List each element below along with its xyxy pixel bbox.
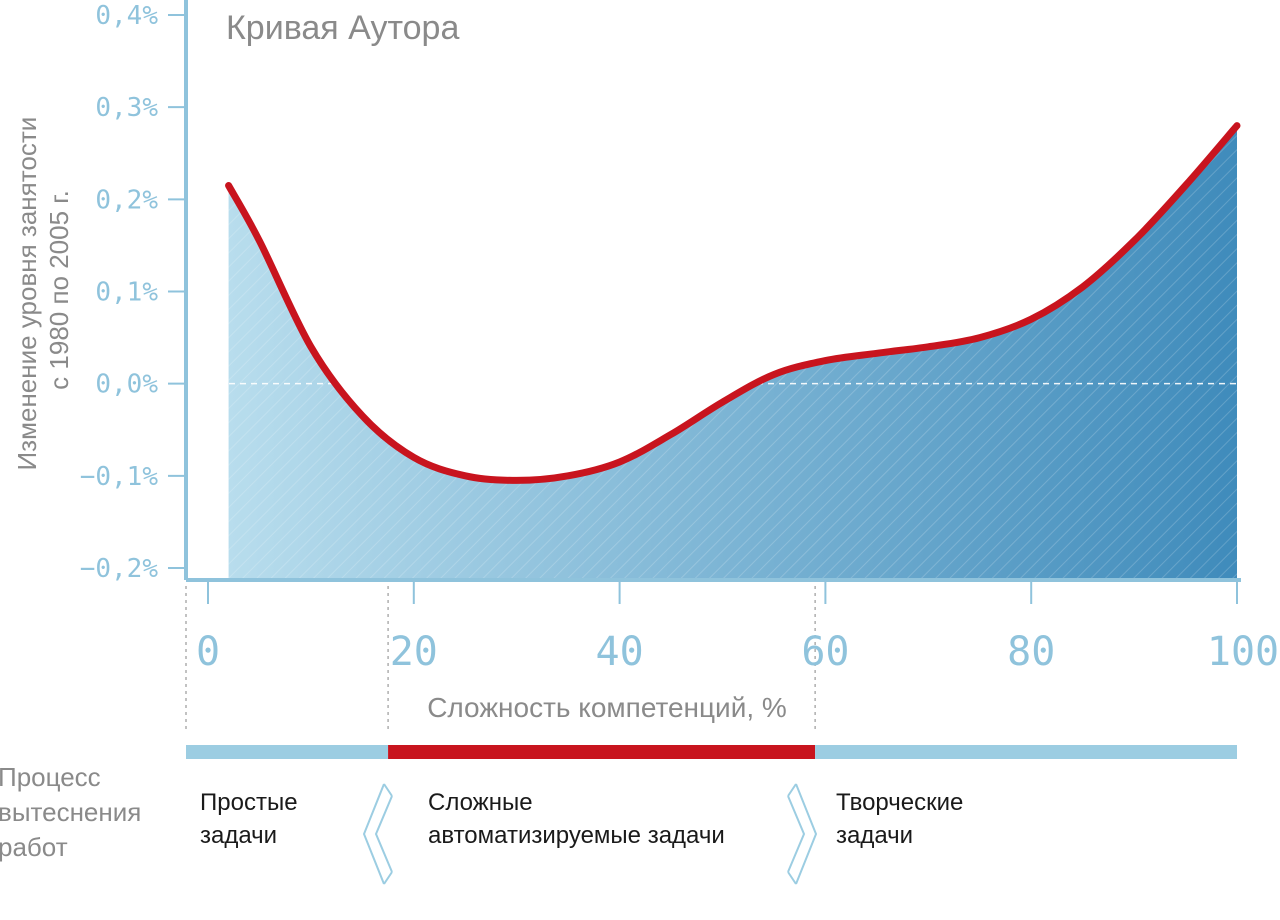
region-band-segment bbox=[186, 745, 389, 759]
curve-layer bbox=[225, 122, 1241, 484]
process-label: Процесс вытеснения работ bbox=[0, 762, 149, 862]
x-axis-label: Сложность компетенций, % bbox=[427, 692, 787, 723]
x-tick-label: 0 bbox=[196, 629, 220, 675]
process-label-line-1: Процесс bbox=[0, 762, 101, 792]
y-tick-label: 0,0% bbox=[95, 370, 158, 400]
y-tick-label: −0,2% bbox=[80, 554, 159, 584]
region-label-simple: Простые задачи bbox=[200, 789, 304, 849]
y-tick-label: −0,1% bbox=[80, 462, 159, 492]
autor-curve-line bbox=[225, 122, 1241, 484]
area-fill-layer bbox=[228, 125, 1237, 580]
x-tick-label: 20 bbox=[390, 629, 438, 675]
area-hatch bbox=[228, 125, 1237, 580]
left-arrow-icon bbox=[362, 783, 393, 885]
y-axis-label-line-1: Изменение уровня занятости bbox=[12, 117, 42, 471]
region-band-segment bbox=[815, 745, 1237, 759]
y-tick-label: 0,4% bbox=[95, 1, 158, 31]
region-label-creative: Творческие задачи bbox=[836, 789, 970, 849]
region-label-simple-line-1: Простые bbox=[200, 789, 298, 816]
x-tick-label: 100 bbox=[1207, 629, 1279, 675]
region-label-automatable-line-1: Сложные bbox=[428, 789, 533, 816]
guide-lines bbox=[185, 382, 1237, 730]
y-axis-label-line-2: с 1980 по 2005 г. bbox=[44, 190, 74, 390]
region-band-segment bbox=[388, 745, 816, 759]
region-label-automatable-line-2: автоматизируемые задачи bbox=[428, 822, 725, 849]
x-tick-label: 80 bbox=[1007, 629, 1055, 675]
region-label-simple-line-2: задачи bbox=[200, 822, 277, 849]
y-tick-label: 0,1% bbox=[95, 278, 158, 308]
region-band bbox=[186, 745, 1237, 759]
process-label-line-2: вытеснения bbox=[0, 797, 141, 827]
process-label-line-3: работ bbox=[0, 832, 68, 862]
chart-title: Кривая Аутора bbox=[226, 9, 459, 47]
region-label-creative-line-2: задачи bbox=[836, 822, 913, 849]
axes: 0,4% 0,3% 0,2% 0,1% 0,0% −0,1% −0,2% 0 20 40 60 80 1… bbox=[80, 0, 1279, 675]
region-label-creative-line-1: Творческие bbox=[836, 789, 963, 816]
y-tick-label: 0,2% bbox=[95, 185, 158, 215]
right-arrow-icon bbox=[787, 783, 818, 885]
x-tick-label: 40 bbox=[596, 629, 644, 675]
y-tick-label: 0,3% bbox=[95, 93, 158, 123]
y-axis-label: Изменение уровня занятости с 1980 по 200… bbox=[12, 110, 74, 471]
region-label-automatable: Сложные автоматизируемые задачи bbox=[428, 789, 725, 849]
x-tick-label: 60 bbox=[801, 629, 849, 675]
